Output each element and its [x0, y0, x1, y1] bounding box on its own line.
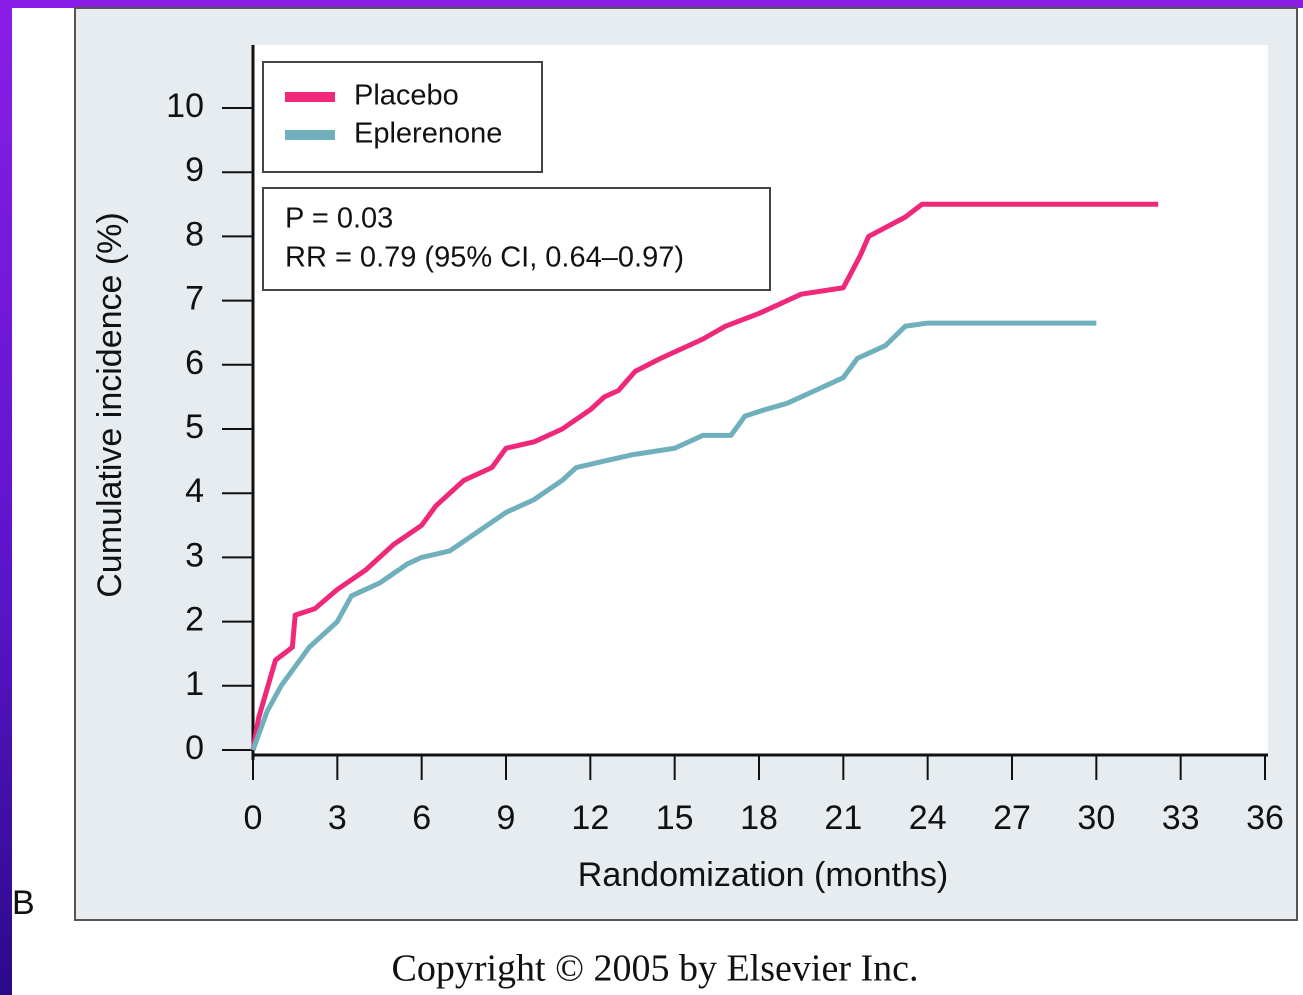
x-tick-label: 36	[1246, 799, 1284, 837]
x-tick-label: 0	[244, 799, 263, 837]
x-tick-label: 6	[412, 799, 431, 837]
legend-label: Eplerenone	[354, 118, 502, 150]
y-tick-label: 7	[185, 280, 204, 318]
y-tick-label: 9	[185, 151, 204, 189]
legend-swatch	[285, 130, 335, 140]
x-tick-label: 27	[993, 799, 1031, 837]
x-axis-label: Randomization (months)	[578, 856, 948, 894]
y-axis-label: Cumulative incidence (%)	[91, 212, 129, 598]
y-tick-label: 6	[185, 344, 204, 382]
x-tick-label: 9	[497, 799, 516, 837]
line	[250, 320, 1097, 751]
legend-box	[262, 61, 543, 173]
legend-label: Placebo	[354, 80, 459, 112]
x-tick-label: 3	[328, 799, 347, 837]
panel-label: B	[12, 884, 35, 922]
copyright: Copyright © 2005 by Elsevier Inc.	[391, 948, 918, 990]
legend-swatch	[285, 92, 335, 102]
y-tick-label: 1	[185, 665, 204, 703]
line	[250, 201, 1159, 751]
annotation: RR = 0.79 (95% CI, 0.64–0.97)	[285, 242, 684, 274]
y-tick-label: 10	[166, 87, 204, 125]
x-tick-label: 24	[909, 799, 947, 837]
y-tick-label: 8	[185, 215, 204, 253]
y-tick-label: 5	[185, 408, 204, 446]
annotation: P = 0.03	[285, 203, 393, 235]
x-tick-label: 33	[1162, 799, 1200, 837]
x-tick-label: 21	[824, 799, 862, 837]
y-tick-label: 2	[185, 601, 204, 639]
y-tick-label: 3	[185, 536, 204, 574]
x-tick-label: 30	[1077, 799, 1115, 837]
y-tick-label: 0	[185, 729, 204, 767]
y-tick-label: 4	[185, 472, 204, 510]
x-tick-label: 12	[571, 799, 609, 837]
x-tick-label: 18	[740, 799, 778, 837]
x-tick-label: 15	[656, 799, 694, 837]
annotation-box	[262, 187, 771, 291]
